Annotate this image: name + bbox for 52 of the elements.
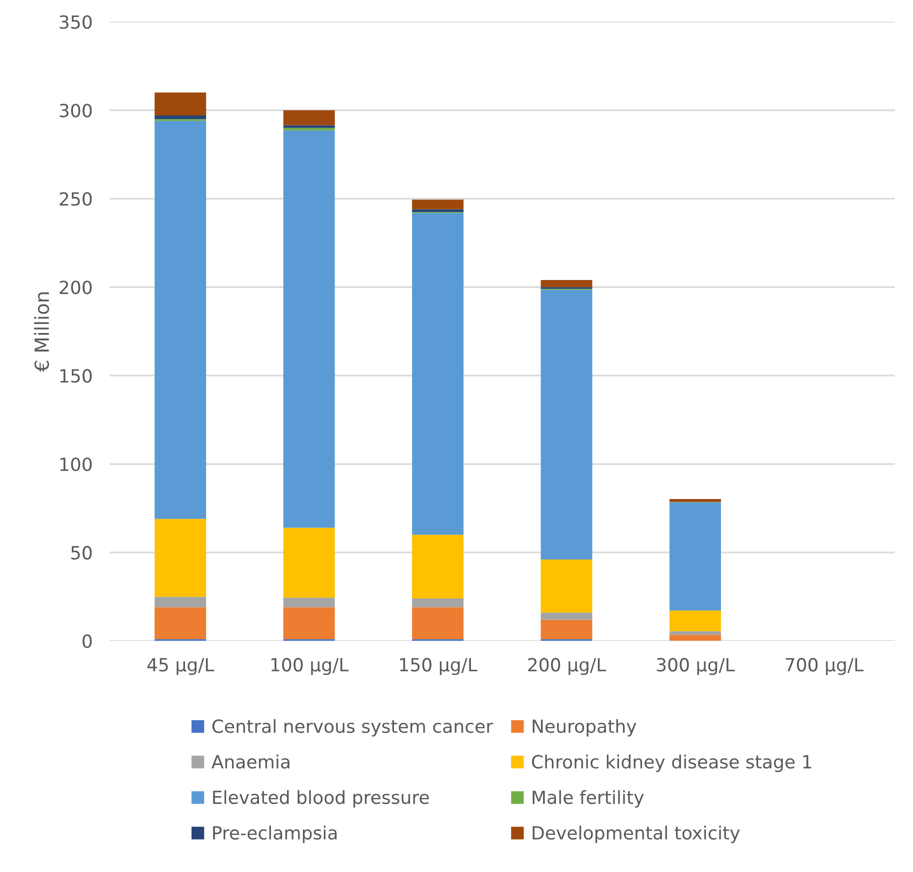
bar (283, 528, 335, 598)
x-tick-label: 200 µg/L (528, 658, 606, 676)
y-tick-label: 100 (60, 457, 92, 472)
bar (283, 110, 335, 126)
legend-label: Pre-eclampsia (213, 826, 337, 844)
x-tick-label: 150 µg/L (400, 658, 478, 676)
y-tick-label: 150 (60, 369, 92, 383)
y-tick-label: 300 (60, 104, 92, 118)
legend-label: Chronic kidney disease stage 1 (532, 754, 812, 772)
legend-label: Neuropathy (532, 719, 636, 737)
legend-label: Male fertility (532, 790, 644, 808)
bar (540, 290, 592, 560)
bar (540, 620, 592, 640)
y-tick-label: 350 (60, 15, 92, 29)
bar (412, 607, 464, 640)
bar (283, 125, 335, 128)
bar (412, 200, 464, 210)
bar (669, 634, 721, 641)
y-tick-label: 200 (60, 280, 92, 294)
bar (540, 612, 592, 620)
bar (669, 499, 721, 502)
bar (154, 607, 206, 640)
legend-label: Developmental toxicity (532, 826, 740, 844)
bar (283, 128, 335, 130)
bar (154, 120, 206, 519)
y-axis-title: € Million (34, 292, 50, 372)
bar (154, 596, 206, 608)
bar (669, 610, 721, 632)
bar (154, 116, 206, 120)
bar (669, 631, 721, 635)
x-tick-label: 45 µg/L (147, 658, 214, 676)
y-tick-label: 250 (60, 192, 92, 206)
y-tick-label: 0 (82, 634, 92, 648)
bar (412, 212, 464, 535)
legend-label: Elevated blood pressure (213, 790, 429, 808)
bar (283, 607, 335, 640)
bar (412, 209, 464, 212)
bar (540, 560, 592, 613)
bar (412, 598, 464, 608)
bar (154, 92, 206, 116)
x-tick-label: 700 µg/L (786, 658, 864, 676)
bar (540, 280, 592, 288)
x-tick-label: 100 µg/L (271, 658, 349, 676)
bar (669, 502, 721, 610)
bar (283, 130, 335, 528)
bar (412, 534, 464, 598)
bar (283, 598, 335, 608)
legend-label: Central nervous system cancer (212, 719, 494, 737)
legend-label: Anaemia (212, 754, 290, 769)
bar (154, 518, 206, 597)
y-tick-label: 50 (71, 546, 92, 560)
x-tick-label: 300 µg/L (656, 658, 735, 676)
